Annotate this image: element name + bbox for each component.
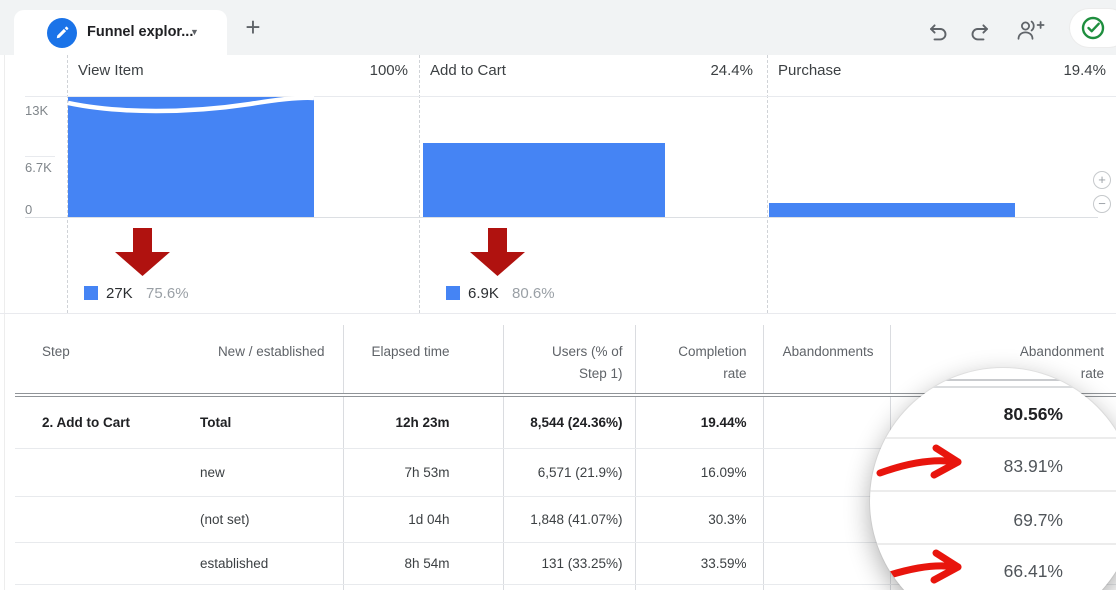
table-row-partial: [15, 584, 1116, 590]
abandonment-rate-2: 80.6%: [512, 285, 555, 302]
cell-abandonments: [763, 496, 891, 543]
cell-completion: 30.3%: [635, 496, 764, 543]
step-label-view-item: View Item: [78, 62, 144, 79]
cell-segment: (not set): [160, 496, 344, 543]
gridline-top: [25, 96, 1116, 97]
header-abandonments: Abandonments: [763, 325, 891, 397]
redo-icon[interactable]: [969, 20, 993, 44]
tab-funnel-exploration[interactable]: Funnel explor... ▼: [14, 10, 227, 55]
cell-completion: 33.59%: [635, 542, 764, 585]
tab-label: Funnel explor...: [87, 24, 194, 40]
new-tab-button[interactable]: +: [245, 12, 261, 42]
step-rate-purchase: 19.4%: [1063, 62, 1106, 79]
y-tick-0: 0: [25, 202, 33, 217]
header-users: Users (% of Step 1): [503, 325, 636, 397]
cell-elapsed: 8h 54m: [343, 542, 504, 585]
cell-elapsed: 1d 04h: [343, 496, 504, 543]
cell-elapsed: 7h 53m: [343, 448, 504, 497]
step-divider-1: [67, 55, 68, 313]
red-down-arrow-annotation-2: [470, 228, 525, 276]
cell-abandonments: [763, 542, 891, 585]
abandonment-legend-swatch-2: [446, 286, 460, 300]
cell-users: 1,848 (41.07%): [503, 496, 636, 543]
magnified-header-line: [910, 386, 1075, 388]
cell-completion: 19.44%: [635, 395, 764, 449]
cell-abandonments: [763, 395, 891, 449]
abandonment-rate-1: 75.6%: [146, 285, 189, 302]
magnified-abandonment-rate-total: 80.56%: [1003, 404, 1063, 424]
check-circle-icon: [1081, 16, 1105, 40]
tab-bar: Funnel explor... ▼ +: [0, 0, 1116, 55]
status-pill[interactable]: [1070, 9, 1116, 47]
y-tick-13k: 13K: [25, 103, 49, 118]
chevron-down-icon[interactable]: ▼: [190, 27, 199, 37]
funnel-bar-add-to-cart[interactable]: [423, 143, 665, 217]
header-new-established: New / established: [160, 325, 344, 397]
header-elapsed-time: Elapsed time: [343, 325, 504, 397]
magnifier-lens-overlay: 80.56% 83.91% 69.7% 66.41%: [870, 368, 1116, 590]
zoom-in-button[interactable]: +: [1093, 171, 1111, 189]
cell-step: [15, 496, 160, 543]
step-label-purchase: Purchase: [778, 62, 842, 79]
cell-segment: established: [160, 542, 344, 585]
cell-step: 2. Add to Cart: [15, 395, 160, 449]
red-down-arrow-annotation-1: [115, 228, 170, 276]
magnified-row-separator: [870, 437, 1116, 439]
tick-mid: [25, 156, 55, 157]
step-rate-view-item: 100%: [369, 62, 408, 79]
funnel-bar-view-item[interactable]: [68, 97, 314, 217]
chart-bottom-border: [0, 313, 1116, 314]
magnified-abandonment-rate-not-set: 69.7%: [1013, 510, 1063, 530]
cell-users: 131 (33.25%): [503, 542, 636, 585]
cell-users: 8,544 (24.36%): [503, 395, 636, 449]
cell-segment: new: [160, 448, 344, 497]
abandonment-count-1: 27K: [106, 285, 133, 302]
zoom-out-button[interactable]: −: [1093, 195, 1111, 213]
magnified-abandonment-rate-new: 83.91%: [1003, 456, 1063, 476]
step-divider-3: [767, 55, 768, 313]
header-completion-rate: Completion rate: [635, 325, 764, 397]
cell-abandonments: [763, 448, 891, 497]
magnified-row-separator: [870, 490, 1116, 492]
red-marker-arrows: [876, 444, 962, 584]
cell-step: [15, 542, 160, 585]
step-rate-add-to-cart: 24.4%: [710, 62, 753, 79]
person-add-icon[interactable]: [1015, 18, 1045, 46]
header-step: Step: [15, 325, 160, 397]
magnified-header-line: [910, 379, 1075, 381]
abandonment-legend-swatch-1: [84, 286, 98, 300]
magnified-abandonment-rate-established: 66.41%: [1003, 561, 1063, 581]
canvas-left-edge: [4, 55, 5, 590]
step-divider-2: [419, 55, 420, 313]
magnified-row-separator: [870, 543, 1116, 545]
abandonment-count-2: 6.9K: [468, 285, 499, 302]
cell-step: [15, 448, 160, 497]
step-label-add-to-cart: Add to Cart: [430, 62, 506, 79]
y-tick-6-7k: 6.7K: [25, 160, 52, 175]
cell-completion: 16.09%: [635, 448, 764, 497]
edit-pencil-icon: [47, 18, 77, 48]
undo-icon[interactable]: [925, 20, 949, 44]
axis-baseline: [25, 217, 1098, 218]
cell-elapsed: 12h 23m: [343, 395, 504, 449]
bar-clip-wave: [68, 95, 315, 114]
cell-segment: Total: [160, 395, 344, 449]
cell-users: 6,571 (21.9%): [503, 448, 636, 497]
funnel-bar-purchase[interactable]: [769, 203, 1015, 217]
